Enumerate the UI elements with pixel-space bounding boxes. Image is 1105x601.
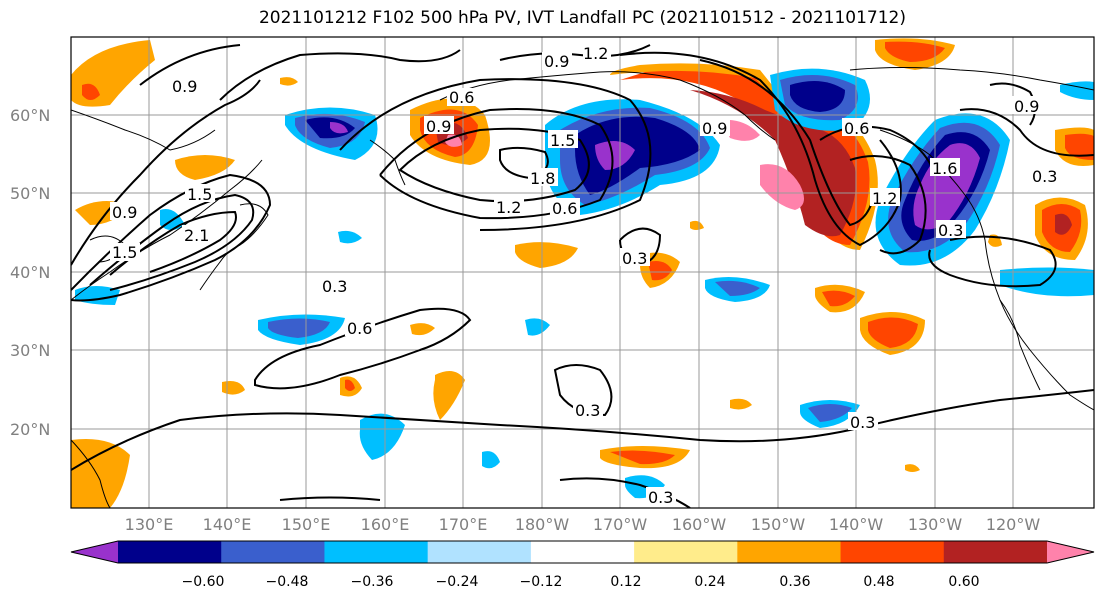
colorbar-label: 0.48	[863, 574, 894, 590]
contour-label: 0.9	[172, 77, 197, 96]
lon-label: 170°W	[593, 515, 648, 534]
contour-label: 0.6	[844, 119, 869, 138]
contour-label: 0.3	[850, 413, 875, 432]
contour-label: 0.9	[544, 52, 569, 71]
colorbar-labels: −0.60 −0.48 −0.36 −0.24 −0.12 0.12 0.24 …	[182, 574, 980, 590]
contour-labels: 1.2 0.9 0.9 0.6 0.9 1.5 1.8 1.2 0.6 0.9 …	[110, 44, 1060, 507]
contour-label: 1.2	[496, 198, 521, 217]
colorbar-label: 0.36	[779, 574, 810, 590]
contour-label: 0.3	[1032, 167, 1057, 186]
colorbar-label: 0.24	[694, 574, 725, 590]
contour-label: 0.9	[426, 117, 451, 136]
colorbar-bin	[324, 541, 429, 563]
contour-label: 0.9	[112, 203, 137, 222]
colorbar-bin	[840, 541, 945, 563]
lon-label: 180°W	[515, 515, 570, 534]
contour-label: 2.1	[184, 226, 209, 245]
lat-label: 50°N	[10, 184, 50, 203]
lon-label: 160°W	[672, 515, 727, 534]
colorbar-bin	[737, 541, 842, 563]
ivt-contours	[71, 44, 1094, 508]
contour-label: 0.9	[702, 119, 727, 138]
contour-label: 0.3	[575, 401, 600, 420]
colorbar-outline	[70, 540, 1095, 564]
contour-label: 1.5	[112, 243, 137, 262]
contour-label: 0.6	[347, 319, 372, 338]
colorbar-extend-low	[71, 541, 118, 563]
lon-label: 170°E	[439, 515, 488, 534]
contour-label: 1.2	[583, 44, 608, 63]
lon-label: 130°E	[125, 515, 174, 534]
contour-label: 1.5	[550, 131, 575, 150]
lon-labels: 130°E 140°E 150°E 160°E 170°E 180°W 170°…	[125, 515, 1041, 534]
lat-label: 30°N	[10, 341, 50, 360]
colorbar	[70, 540, 1095, 564]
lon-label: 140°E	[203, 515, 252, 534]
colorbar-label: −0.36	[351, 574, 394, 590]
colorbar-bin	[530, 541, 635, 563]
lon-label: 150°E	[282, 515, 331, 534]
contour-label: 0.3	[322, 277, 347, 296]
colorbar-label: −0.12	[520, 574, 563, 590]
lon-label: 130°W	[908, 515, 963, 534]
lon-label: 160°E	[361, 515, 410, 534]
colorbar-bin	[634, 541, 738, 563]
colorbar-bin	[118, 541, 222, 563]
contour-label: 0.9	[1014, 97, 1039, 116]
contour-label: 1.5	[187, 185, 212, 204]
contour-label: 0.3	[938, 221, 963, 240]
contour-label: 0.6	[449, 88, 474, 107]
contour-label: 0.6	[552, 199, 577, 218]
contour-label: 1.6	[932, 159, 957, 178]
colorbar-label: −0.48	[266, 574, 309, 590]
colorbar-bin	[943, 541, 1048, 563]
lat-label: 40°N	[10, 263, 50, 282]
colorbar-bin	[427, 541, 532, 563]
map-frame	[70, 36, 1095, 509]
colorbar-label: −0.24	[436, 574, 479, 590]
contour-label: 0.3	[622, 249, 647, 268]
lat-labels: 60°N 50°N 40°N 30°N 20°N	[10, 106, 50, 439]
map-title: 2021101212 F102 500 hPa PV, IVT Landfall…	[258, 8, 906, 28]
lon-label: 140°W	[829, 515, 884, 534]
lon-label: 150°W	[751, 515, 806, 534]
colorbar-bin	[221, 541, 325, 563]
colorbar-label: 0.60	[948, 574, 979, 590]
contour-label: 0.3	[648, 488, 673, 507]
contour-label: 1.2	[872, 189, 897, 208]
contour-label: 1.8	[530, 169, 555, 188]
lat-label: 20°N	[10, 420, 50, 439]
coastlines	[71, 67, 1094, 508]
lat-label: 60°N	[10, 106, 50, 125]
colorbar-label: −0.60	[182, 574, 225, 590]
colorbar-extend-high	[1047, 541, 1094, 563]
colorbar-label: 0.12	[610, 574, 641, 590]
lon-label: 120°W	[986, 515, 1041, 534]
